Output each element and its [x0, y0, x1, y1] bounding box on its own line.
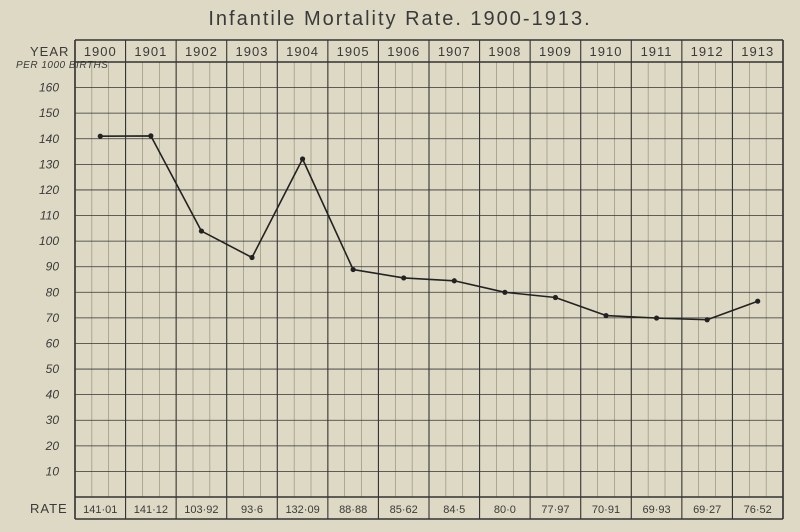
data-point: [148, 133, 153, 138]
y-tick-label: 50: [46, 362, 60, 376]
year-header-cell: 1907: [438, 44, 471, 59]
year-header-cell: 1900: [84, 44, 117, 59]
data-point: [98, 134, 103, 139]
data-point: [654, 315, 659, 320]
y-tick-label: 110: [40, 209, 59, 223]
rate-footer-cell: 141·12: [134, 504, 168, 516]
rate-footer-cell: 93·6: [241, 504, 263, 516]
rate-footer-cell: 80·0: [494, 504, 516, 516]
y-tick-label: 120: [39, 183, 59, 197]
rate-footer-cell: 103·92: [184, 504, 218, 516]
year-header-cell: 1910: [590, 44, 623, 59]
year-header-cell: 1902: [185, 44, 218, 59]
rate-footer-cell: 69·27: [693, 504, 721, 516]
data-point: [249, 255, 254, 260]
y-tick-label: 20: [45, 439, 60, 453]
year-header-cell: 1913: [741, 44, 774, 59]
chart-page: Infantile Mortality Rate. 1900-1913. YEA…: [0, 0, 800, 532]
data-point: [705, 317, 710, 322]
y-tick-label: 160: [39, 81, 59, 95]
y-tick-label: 130: [39, 157, 59, 171]
year-header-cell: 1908: [488, 44, 521, 59]
y-tick-label: 70: [46, 311, 60, 325]
year-header-cell: 1912: [691, 44, 724, 59]
y-tick-label: 40: [46, 388, 60, 402]
rate-footer-cell: 76·52: [744, 504, 772, 516]
y-tick-label: 10: [46, 464, 60, 478]
rate-footer-cell: 141·01: [83, 504, 117, 516]
y-tick-label: 30: [46, 413, 60, 427]
data-point: [351, 267, 356, 272]
data-point: [199, 228, 204, 233]
data-point: [502, 290, 507, 295]
y-tick-label: 90: [46, 260, 60, 274]
year-header-cell: 1911: [641, 44, 673, 59]
rate-footer-cell: 70·91: [592, 504, 620, 516]
rate-footer-cell: 77·97: [541, 504, 569, 516]
chart-svg: 1900 1901 1902 1903 1904 1905 1906 1907 1908 1909…: [0, 0, 800, 532]
y-tick-label: 100: [39, 234, 59, 248]
data-point: [603, 313, 608, 318]
data-point: [300, 156, 305, 161]
year-header-cell: 1904: [286, 44, 319, 59]
rate-footer-cell: 88·88: [339, 504, 367, 516]
year-header-cell: 1903: [236, 44, 269, 59]
year-header-cell: 1906: [387, 44, 420, 59]
year-header-cell: 1901: [134, 44, 167, 59]
rate-footer-cell: 132·09: [285, 504, 319, 516]
rate-footer-cell: 85·62: [390, 504, 418, 516]
y-tick-label: 80: [46, 285, 60, 299]
data-point: [553, 295, 558, 300]
data-point: [452, 278, 457, 283]
rate-footer-cell: 69·93: [643, 504, 671, 516]
year-header-cell: 1905: [337, 44, 370, 59]
rate-footer-cell: 84·5: [443, 504, 465, 516]
y-tick-label: 150: [39, 106, 59, 120]
data-point: [401, 275, 406, 280]
year-header-cell: 1909: [539, 44, 572, 59]
y-tick-label: 60: [46, 336, 60, 350]
data-point: [755, 299, 760, 304]
y-tick-label: 140: [39, 132, 59, 146]
